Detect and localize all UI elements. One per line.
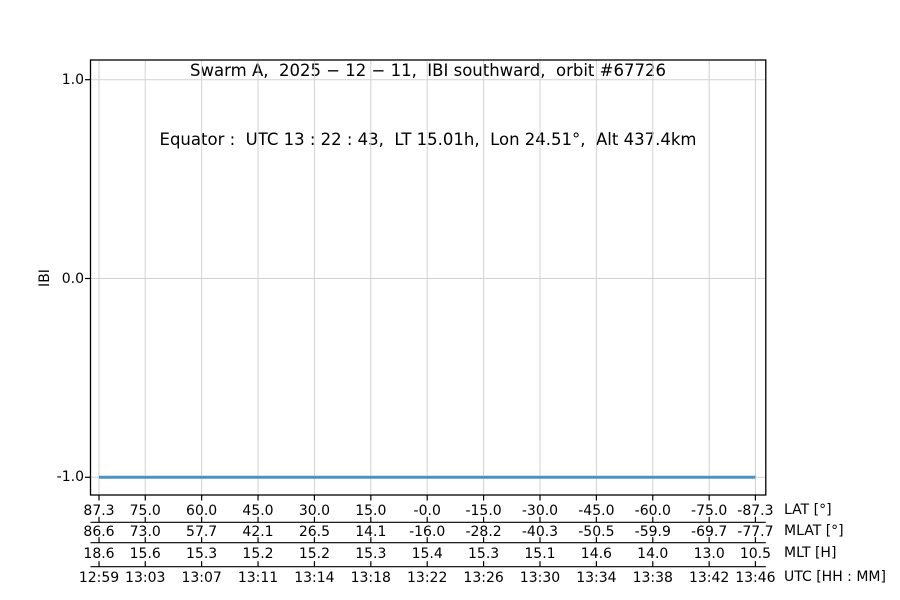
mlt-tick-label: 15.4 [411,545,443,562]
y-tick-label: -1.0 [56,469,84,486]
mlt-tick-label: 15.2 [242,545,274,562]
utc-axis-label: UTC [HH : MM] [784,569,886,586]
mlt-tick-label: 15.6 [129,545,161,562]
utc-tick-label: 13:07 [181,570,222,587]
mlat-tick-label: -59.9 [634,523,671,540]
chart-title-line1: Swarm A, 2025 − 12 − 11, IBI southward, … [190,61,666,80]
mlt-tick-label: 15.3 [355,545,387,562]
lat-axis-label: LAT [°] [784,502,832,518]
mlat-tick-label: -50.5 [578,523,615,540]
mlat-tick-label: -16.0 [409,523,446,540]
utc-tick-label: 13:14 [294,570,335,587]
mlat-tick-label: 14.1 [355,523,387,540]
utc-tick-label: 13:11 [237,570,279,587]
mlat-tick-label: 57.7 [186,523,218,540]
utc-tick-label: 13:22 [407,570,448,587]
utc-tick-label: 13:34 [576,570,617,587]
lat-tick-label: 60.0 [186,503,218,519]
mlt-axis-label: MLT [H] [784,544,837,561]
lat-tick-label: 87.3 [83,503,115,519]
chart-title: Swarm A, 2025 − 12 − 11, IBI southward, … [90,13,766,197]
utc-tick-label: 13:38 [632,570,673,587]
lat-tick-label: 45.0 [242,503,274,519]
y-tick-label: 0.0 [61,270,84,287]
mlat-axis-label: MLAT [°] [784,522,844,539]
utc-tick-label: 13:18 [350,570,391,587]
y-tick-label: 1.0 [61,71,84,88]
mlat-tick-label: -77.7 [737,523,774,540]
mlat-tick-label: 73.0 [129,523,161,540]
mlt-tick-label: 15.3 [186,545,218,562]
lat-tick-label: -15.0 [465,503,502,519]
lat-tick-label: -87.3 [737,503,774,519]
mlt-tick-label: 14.0 [637,545,669,562]
lat-tick-label: -30.0 [521,503,559,519]
lat-tick-label: -0.0 [413,503,441,519]
mlt-tick-label: 18.6 [83,545,115,562]
mlat-tick-label: -28.2 [465,523,502,540]
chart-title-line2: Equator : UTC 13 : 22 : 43, LT 15.01h, L… [159,130,697,149]
mlat-tick-label: -40.3 [521,523,559,540]
mlt-tick-label: 10.5 [739,545,771,562]
utc-tick-label: 13:46 [735,570,776,587]
utc-tick-label: 13:26 [463,570,504,587]
mlat-tick-label: 26.5 [298,523,330,540]
utc-tick-label: 12:59 [78,570,120,587]
mlat-tick-label: 42.1 [242,523,274,540]
mlt-tick-label: 15.3 [468,545,500,562]
mlat-tick-label: -69.7 [691,523,728,540]
mlat-tick-label: 86.6 [83,523,115,540]
mlt-tick-label: 13.0 [693,545,725,562]
lat-tick-label: -75.0 [691,503,728,519]
utc-tick-label: 13:42 [688,570,730,587]
lat-tick-label: -60.0 [634,503,671,519]
utc-tick-label: 13:03 [125,570,166,587]
mlt-tick-label: 14.6 [580,545,612,562]
utc-tick-label: 13:30 [519,570,561,587]
lat-tick-label: 75.0 [129,503,161,519]
lat-tick-label: -45.0 [578,503,615,519]
mlt-tick-label: 15.2 [298,545,330,562]
lat-tick-label: 30.0 [298,503,330,519]
mlt-tick-label: 15.1 [524,545,556,562]
lat-tick-label: 15.0 [355,503,387,519]
